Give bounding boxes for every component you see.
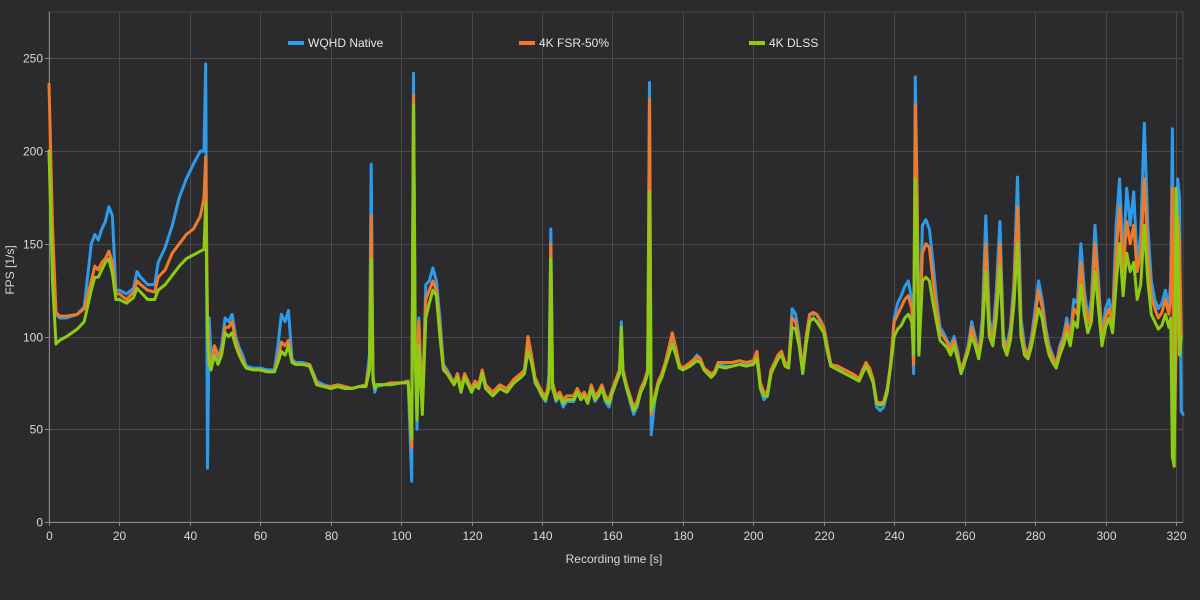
- x-tick-label: 100: [391, 529, 411, 543]
- x-tick-label: 140: [532, 529, 552, 543]
- x-tick-label: 0: [46, 529, 53, 543]
- x-tick-label: 160: [602, 529, 622, 543]
- series-line-1: [47, 62, 1185, 483]
- x-axis-title: Recording time [s]: [566, 552, 663, 566]
- x-tick-label: 60: [254, 529, 268, 543]
- legend-swatch: [519, 41, 535, 45]
- x-tick-label: 280: [1025, 529, 1045, 543]
- grid-lines: [48, 11, 1184, 523]
- y-axis-title: FPS [1/s]: [3, 245, 17, 294]
- x-tick-label: 120: [462, 529, 482, 543]
- legend-swatch: [749, 41, 765, 45]
- x-tick-label: 200: [743, 529, 763, 543]
- x-tick-label: 320: [1166, 529, 1186, 543]
- legend-label: 4K FSR-50%: [539, 36, 609, 50]
- legend-label: 4K DLSS: [769, 36, 818, 50]
- x-tick-label: 260: [955, 529, 975, 543]
- legend: WQHD Native 4K FSR-50% 4K DLSS: [288, 36, 818, 50]
- series-lines: [47, 62, 1185, 483]
- y-tick-label: 50: [30, 423, 44, 437]
- x-tick-label: 180: [673, 529, 693, 543]
- y-tick-label: 150: [23, 238, 43, 252]
- legend-label: WQHD Native: [308, 36, 384, 50]
- y-tick-label: 200: [23, 145, 43, 159]
- plot-area-border: [48, 11, 1184, 523]
- x-tick-label: 20: [113, 529, 127, 543]
- y-tick-label: 100: [23, 331, 43, 345]
- x-tick-label: 300: [1096, 529, 1116, 543]
- y-tick-label: 0: [36, 516, 43, 530]
- x-tick-label: 40: [184, 529, 198, 543]
- axes: 0 50 100 150 200 250 0 20 40 60 80 100 120 140 160 180 2…: [23, 12, 1187, 543]
- y-tick-label: 250: [23, 52, 43, 66]
- x-tick-label: 240: [884, 529, 904, 543]
- series-line-2: [47, 82, 1183, 450]
- series-line-3: [47, 103, 1183, 468]
- x-tick-label: 80: [325, 529, 339, 543]
- legend-swatch: [288, 41, 304, 45]
- x-tick-label: 220: [814, 529, 834, 543]
